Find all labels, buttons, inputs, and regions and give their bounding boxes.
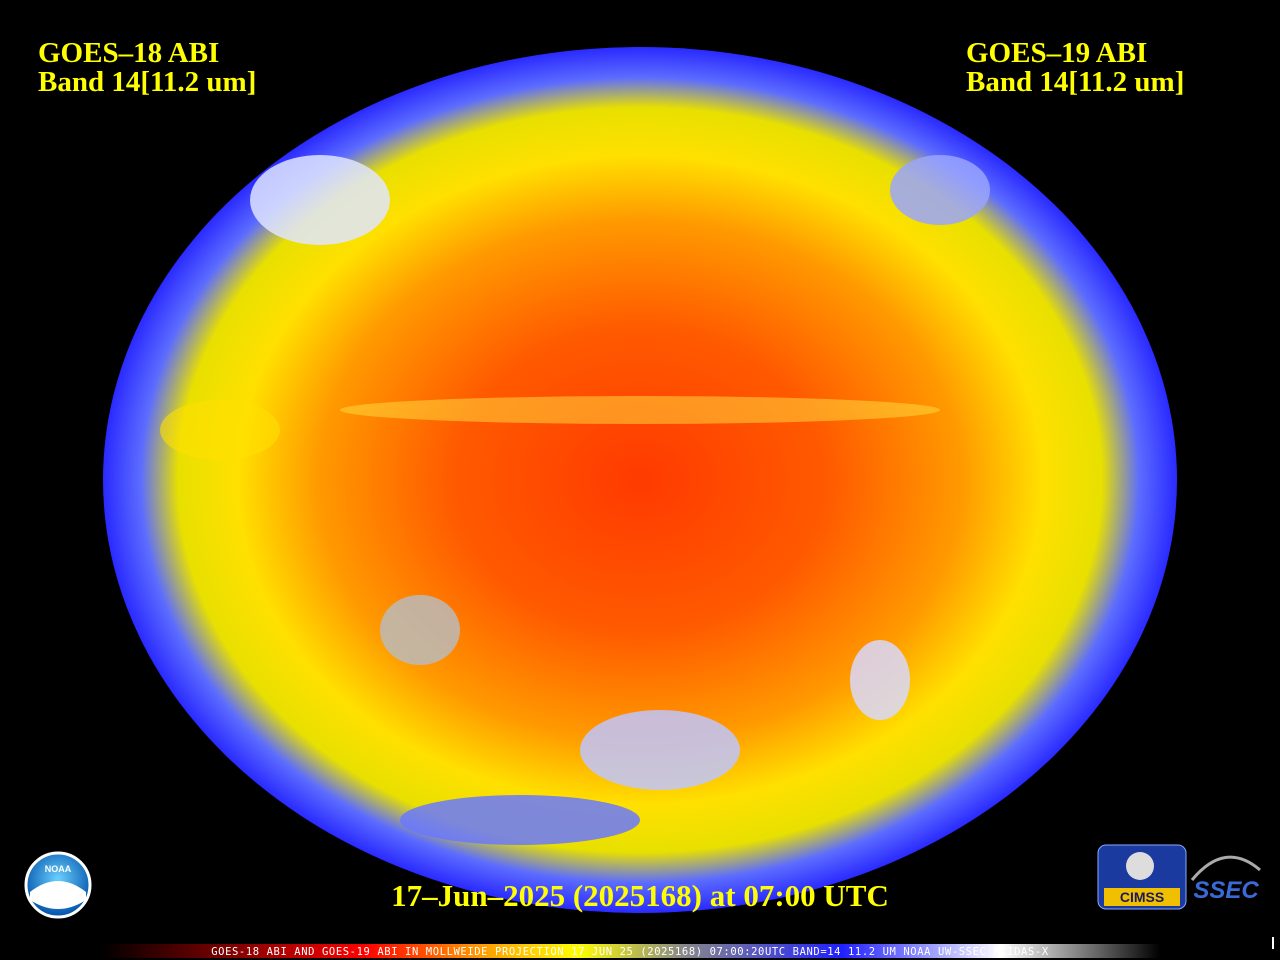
cimss-logo: CIMSS xyxy=(1097,844,1187,910)
left-band: Band 14[11.2 um] xyxy=(38,66,256,98)
timestamp: 17–Jun–2025 (2025168) at 07:00 UTC xyxy=(391,878,889,913)
cimss-label: CIMSS xyxy=(1120,889,1164,905)
cimss-dish xyxy=(1126,852,1154,880)
cloud xyxy=(890,155,990,225)
footer-info: GOES-18 ABI AND GOES-19 ABI IN MOLLWEIDE… xyxy=(211,946,1049,958)
color-scale xyxy=(100,944,1160,958)
itcz xyxy=(340,396,940,424)
cloud xyxy=(250,155,390,245)
noaa-wave xyxy=(30,881,86,909)
ssec-arc xyxy=(1190,855,1261,881)
right-band: Band 14[11.2 um] xyxy=(966,66,1184,98)
cloud xyxy=(400,795,640,845)
ssec-logo: SSEC xyxy=(1190,855,1261,904)
cloud xyxy=(580,710,740,790)
scale-marker xyxy=(1272,937,1274,949)
cloud xyxy=(380,595,460,665)
left-title: GOES–18 ABI xyxy=(38,37,219,69)
right-title: GOES–19 ABI xyxy=(966,37,1147,69)
globe xyxy=(103,47,1177,913)
noaa-logo: NOAA xyxy=(24,851,92,919)
cloud-features xyxy=(160,155,990,845)
cloud xyxy=(850,640,910,720)
noaa-label: NOAA xyxy=(45,864,72,874)
cloud xyxy=(160,400,280,460)
cimss-band xyxy=(1104,888,1180,906)
ssec-label: SSEC xyxy=(1193,877,1259,904)
